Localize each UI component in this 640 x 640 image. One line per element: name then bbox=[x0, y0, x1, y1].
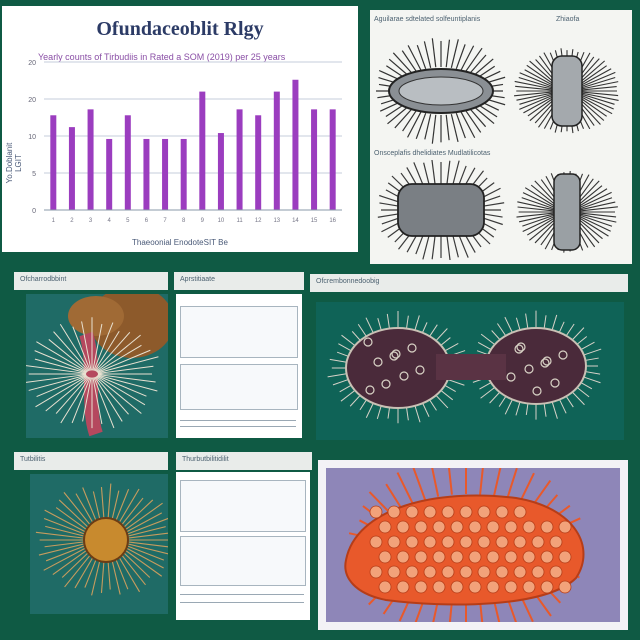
x-tick-label: 6 bbox=[145, 218, 149, 224]
bar bbox=[329, 109, 336, 210]
bottom-header-2: Thurbutbilitidilit bbox=[182, 456, 229, 463]
x-tick-label: 12 bbox=[255, 218, 262, 224]
specimen-heading-1: Aguilarae sdtelated solfeuntiplanis bbox=[374, 16, 481, 23]
bacterium-illustration-1 bbox=[376, 38, 506, 144]
y-tick-label: 10 bbox=[28, 134, 36, 141]
bacterium-illustration-3 bbox=[377, 160, 505, 260]
mid-header-strip-3: Ofcrembonnedoobig bbox=[310, 274, 628, 292]
bar bbox=[50, 115, 57, 210]
x-tick-label: 11 bbox=[236, 218, 243, 224]
table-rule bbox=[180, 594, 304, 595]
bacterium-illustration-4 bbox=[516, 171, 618, 253]
specimen-heading-1b: Zhiaofa bbox=[556, 16, 580, 23]
microbe-image-4-art bbox=[344, 468, 585, 622]
chart-subtitle: Yearly counts of Tirbudiis in Rated a SO… bbox=[38, 52, 286, 62]
mid-header-3: Ofcrembonnedoobig bbox=[316, 278, 380, 285]
microbe-image-3-art bbox=[35, 483, 168, 596]
x-tick-label: 2 bbox=[70, 218, 74, 224]
bar bbox=[255, 115, 262, 210]
bar bbox=[162, 138, 169, 210]
bacterium-illustration-2 bbox=[514, 48, 619, 134]
x-tick-label: 14 bbox=[292, 218, 299, 224]
chart-panel: Ofundaceoblit Rlgy Yearly counts of Tirb… bbox=[2, 6, 358, 252]
microbe-image-2 bbox=[316, 302, 624, 440]
x-tick-label: 4 bbox=[108, 218, 112, 224]
data-table-panel-2 bbox=[176, 472, 310, 620]
x-tick-label: 15 bbox=[311, 218, 318, 224]
x-tick-label: 7 bbox=[163, 218, 167, 224]
y-tick-label: 20 bbox=[28, 60, 36, 67]
table-block-3 bbox=[180, 480, 306, 532]
y-tick-label: 20 bbox=[28, 97, 36, 104]
bar bbox=[217, 133, 224, 210]
x-axis-label: Thaeoonial EnodoteSIT Be bbox=[132, 238, 228, 247]
x-tick-label: 1 bbox=[52, 218, 56, 224]
bottom-header-1: Tutbilitis bbox=[20, 456, 46, 463]
lavender-panel bbox=[318, 460, 628, 630]
mid-header-2: Aprstitiaate bbox=[180, 276, 216, 283]
x-tick-label: 9 bbox=[201, 218, 205, 224]
x-tick-label: 10 bbox=[218, 218, 225, 224]
bottom-header-strip-1: Tutbilitis bbox=[14, 452, 168, 470]
microbe-image-4 bbox=[326, 468, 620, 622]
table-rule bbox=[180, 602, 304, 603]
mid-header-1: Ofcharrodbbint bbox=[20, 276, 67, 283]
bar bbox=[311, 109, 318, 210]
bar bbox=[124, 115, 131, 210]
bar bbox=[68, 127, 75, 210]
data-table-panel-1 bbox=[176, 294, 302, 438]
table-block-4 bbox=[180, 536, 306, 586]
x-tick-label: 5 bbox=[126, 218, 130, 224]
table-block-1 bbox=[180, 306, 298, 358]
table-rule bbox=[180, 426, 296, 427]
x-tick-label: 8 bbox=[182, 218, 186, 224]
x-tick-label: 3 bbox=[89, 218, 93, 224]
bar bbox=[143, 138, 150, 210]
table-rule bbox=[180, 420, 296, 421]
table-block-2 bbox=[180, 364, 298, 410]
microbe-image-1 bbox=[26, 294, 168, 438]
bar bbox=[199, 91, 206, 210]
bar bbox=[106, 138, 113, 210]
microbe-image-3 bbox=[30, 474, 168, 614]
x-tick-label: 16 bbox=[329, 218, 336, 224]
mid-header-strip-2: Aprstitiaate bbox=[174, 272, 304, 290]
mid-header-strip-1: Ofcharrodbbint bbox=[14, 272, 168, 290]
x-tick-label: 13 bbox=[273, 218, 280, 224]
microbe-image-1-art bbox=[26, 294, 168, 437]
specimen-heading-2: Onsceplafis dhelidiates Mudlatilicotas bbox=[374, 150, 491, 157]
bar bbox=[236, 109, 243, 210]
bar bbox=[273, 91, 280, 210]
microbe-image-2-art bbox=[327, 310, 602, 424]
bar bbox=[292, 79, 299, 210]
y-tick-label: 0 bbox=[32, 208, 36, 215]
specimen-panel-top-right: Aguilarae sdtelated solfeuntiplanis Zhia… bbox=[370, 10, 632, 264]
bar bbox=[87, 109, 94, 210]
bar bbox=[180, 138, 187, 210]
bottom-header-strip-2: Thurbutbilitidilit bbox=[176, 452, 312, 470]
chart-title: Ofundaceoblit Rlgy bbox=[96, 18, 264, 40]
y-tick-label: 5 bbox=[32, 171, 36, 178]
